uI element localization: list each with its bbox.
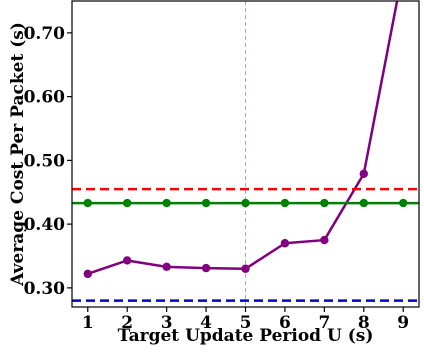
x-tick-label: 4 [200,313,212,333]
x-tick-label: 8 [358,313,370,333]
x-tick-label: 5 [240,313,252,333]
y-tick-label: 0.60 [24,88,66,108]
x-tick-label: 2 [121,313,133,333]
x-axis: 1 2 3 4 5 6 7 8 9 [82,307,409,333]
x-tick-label: 1 [82,313,94,333]
x-tick-label: 6 [279,313,291,333]
y-tick-label: 0.50 [24,151,66,171]
series-0-point [359,169,368,178]
series-1-point [320,198,329,208]
series-1-point [83,198,92,208]
y-axis-label: Average Cost Per Packet (s) [8,22,28,287]
series-1-point [241,198,250,208]
series-0-point [201,263,211,273]
series-0-point [320,235,329,245]
y-tick-label: 0.30 [24,279,66,299]
x-tick-label: 3 [161,313,173,333]
series-0-point [83,269,92,279]
plot-area [72,1,419,307]
series-0-point [241,264,250,273]
x-tick-label: 9 [397,313,409,333]
y-tick-label: 0.70 [24,24,66,44]
x-axis-label: Target Update Period U (s) [118,326,374,346]
y-axis: 0.30 0.40 0.50 0.60 0.70 [24,24,72,299]
series-1-point [399,198,408,208]
series-0-point [162,262,171,272]
x-tick-label: 7 [318,313,330,333]
series-0-point [123,256,132,265]
series-1-point [280,198,290,208]
series-1-point [162,198,171,208]
series-1-point [201,198,211,208]
series-1-point [359,198,368,208]
series-1-point [123,198,132,208]
series-0-point [280,239,290,248]
y-tick-label: 0.40 [24,215,66,235]
